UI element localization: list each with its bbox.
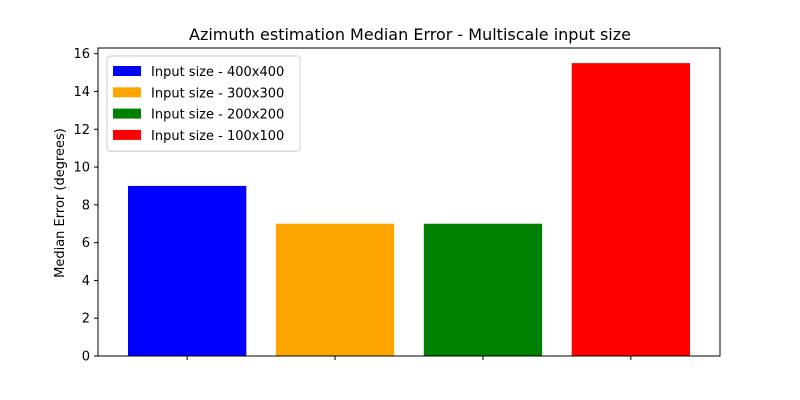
bar-2 xyxy=(275,223,395,356)
y-tick-label-16: 16 xyxy=(73,47,90,62)
y-tick-label-10: 10 xyxy=(73,161,90,176)
legend: Input size - 400x400 Input size - 300x300… xyxy=(106,55,301,152)
legend-swatch-4 xyxy=(113,129,141,140)
y-tick-label-4: 4 xyxy=(82,274,90,289)
y-axis: 0 2 4 6 8 10 12 14 16 xyxy=(73,47,98,365)
legend-swatch-2 xyxy=(113,87,141,98)
y-tick-label-6: 6 xyxy=(82,236,90,251)
y-tick-label-0: 0 xyxy=(82,350,90,365)
y-tick-label-2: 2 xyxy=(82,312,90,327)
y-axis-label: Median Error (degrees) xyxy=(53,128,68,278)
bar-3 xyxy=(423,223,543,356)
chart-title: Azimuth estimation Median Error - Multis… xyxy=(189,25,631,44)
legend-frame xyxy=(106,55,301,152)
y-tick-label-8: 8 xyxy=(82,198,90,213)
y-tick-label-12: 12 xyxy=(73,123,90,138)
legend-label-3: Input size - 200x200 xyxy=(151,108,284,123)
bars-group xyxy=(128,63,690,356)
legend-label-4: Input size - 100x100 xyxy=(151,129,284,144)
x-axis xyxy=(186,356,632,360)
plot-frame xyxy=(97,47,721,357)
legend-swatch-1 xyxy=(113,66,141,76)
bar-1 xyxy=(128,185,247,356)
legend-swatch-3 xyxy=(113,108,141,119)
legend-label-1: Input size - 400x400 xyxy=(151,65,284,80)
legend-label-2: Input size - 300x300 xyxy=(151,86,284,101)
y-tick-label-14: 14 xyxy=(73,85,90,100)
bar-4 xyxy=(571,63,690,356)
